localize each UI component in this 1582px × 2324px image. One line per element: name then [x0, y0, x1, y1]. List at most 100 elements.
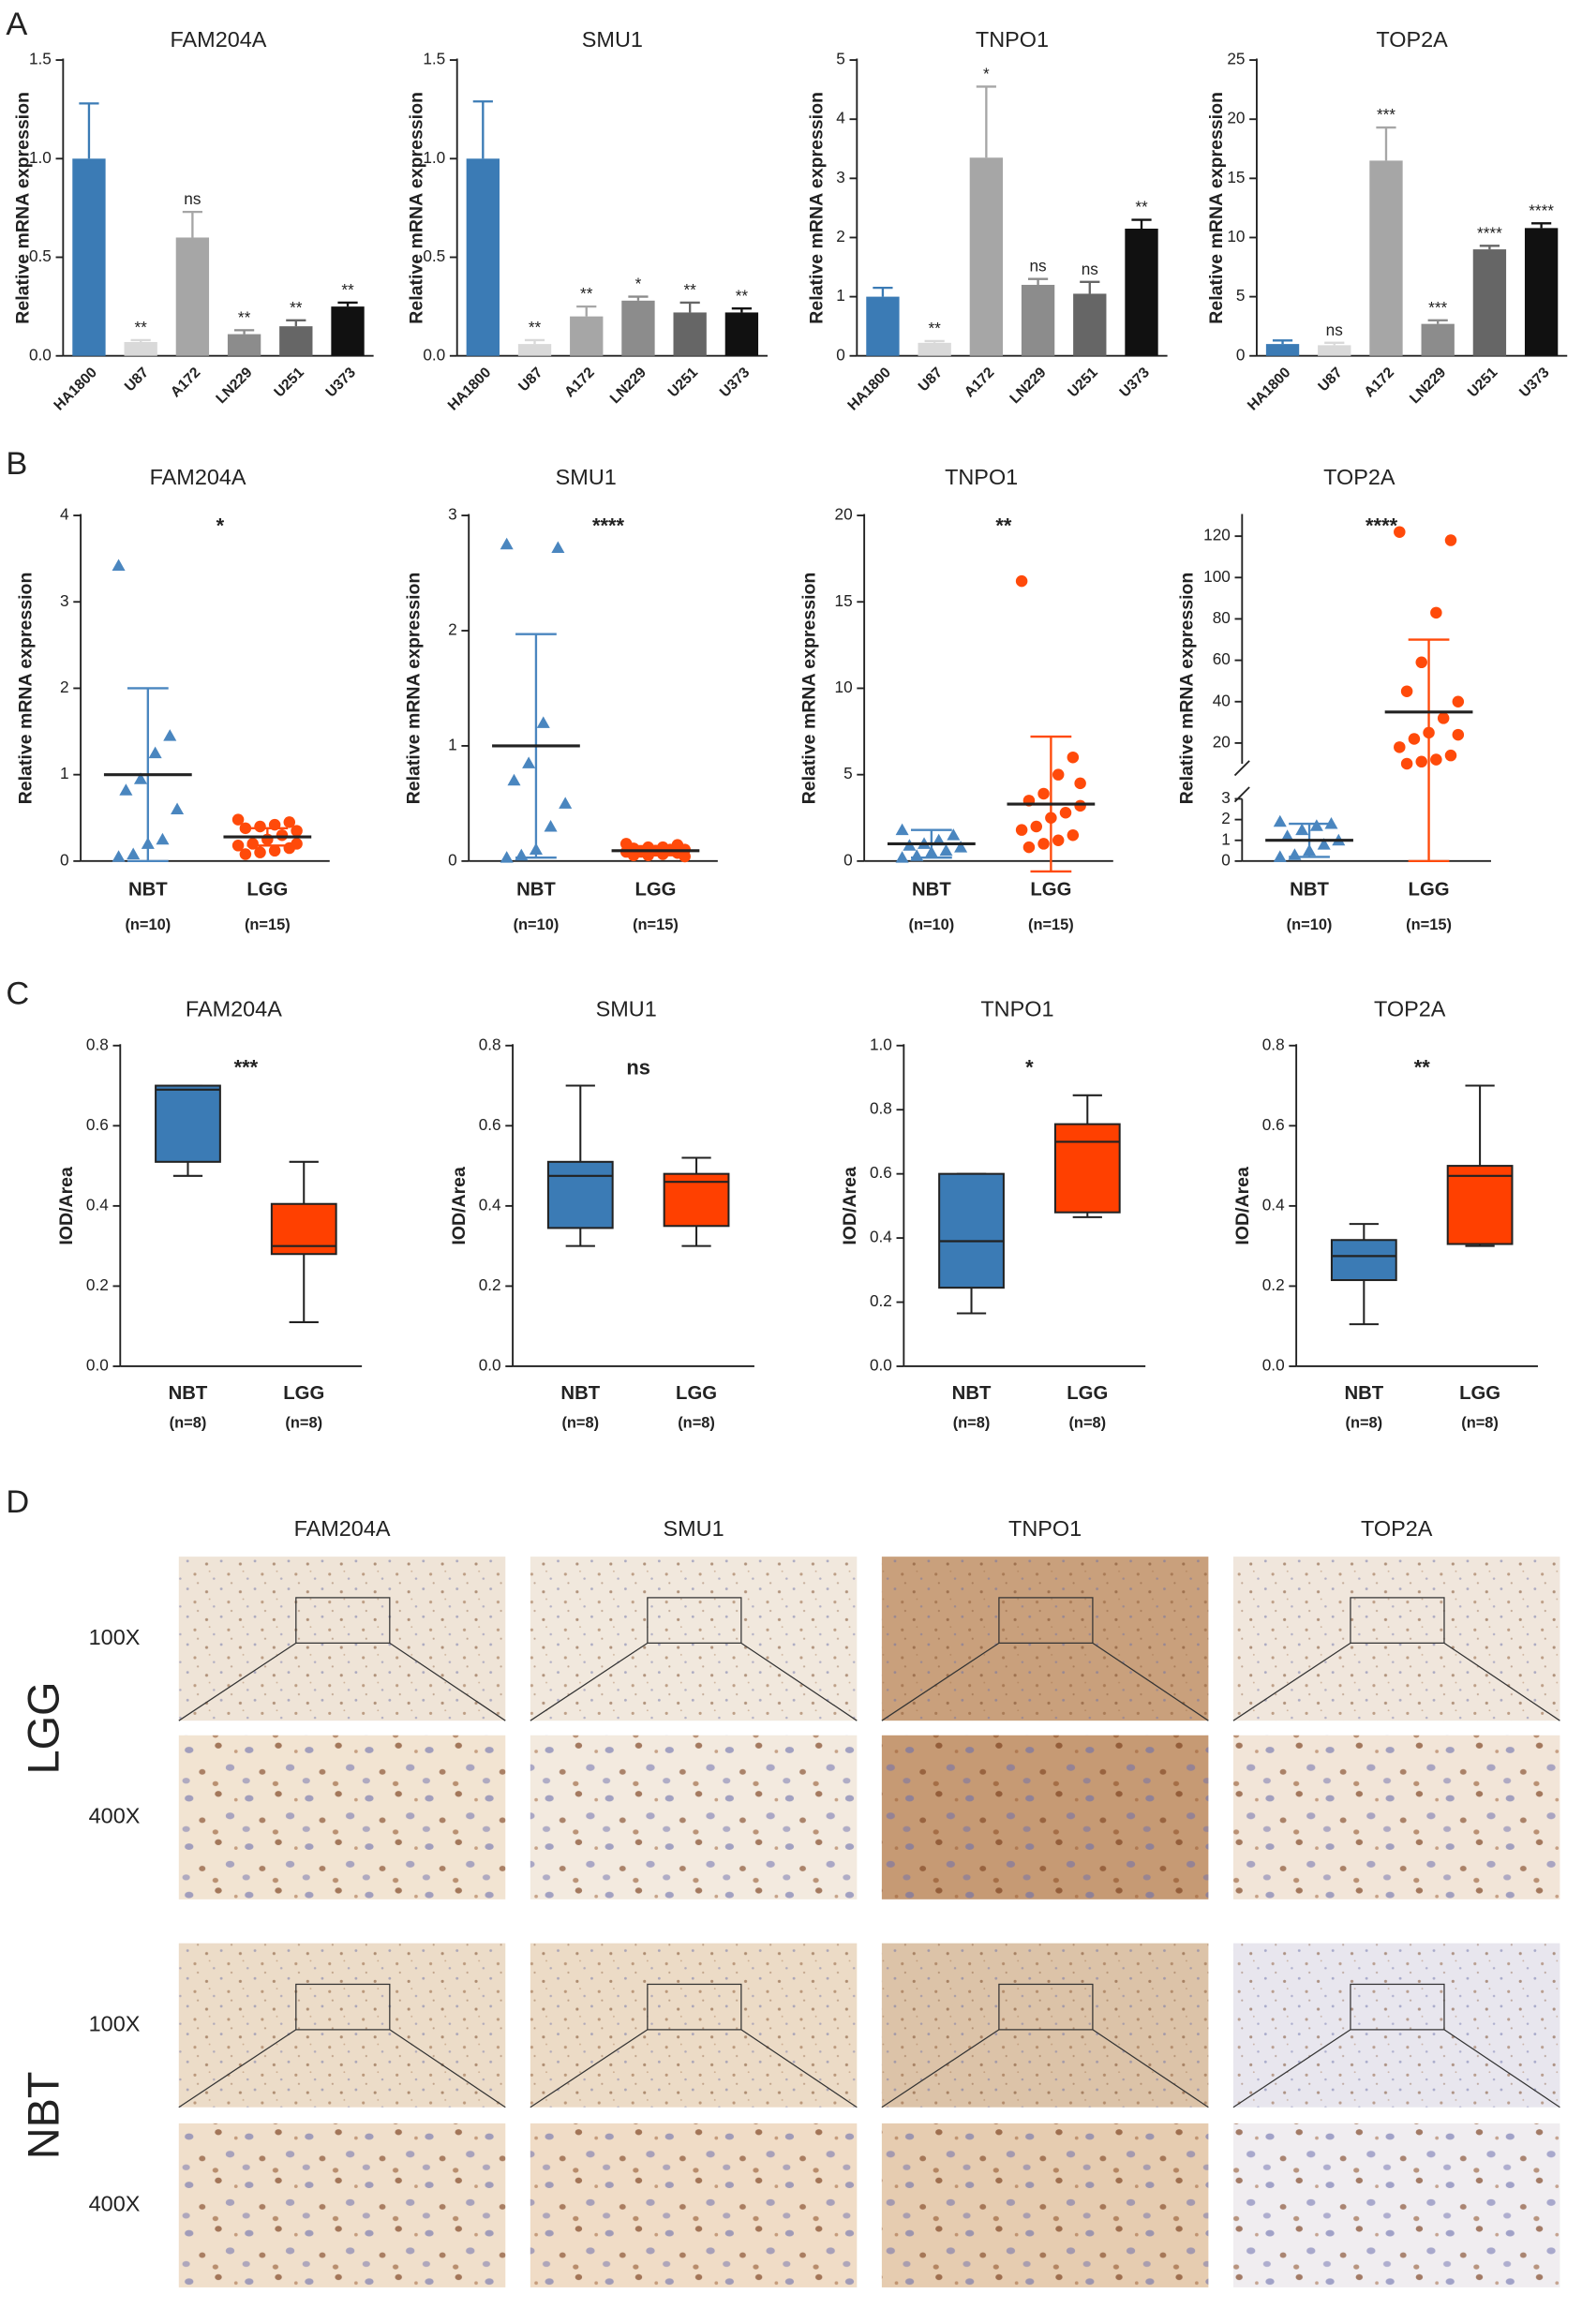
zoom-box: [647, 1597, 742, 1644]
y-tick-label: 0.8: [479, 1035, 501, 1053]
y-tick-label: 0.8: [86, 1035, 109, 1053]
y-axis-label: Relative mRNA expression: [798, 573, 819, 805]
x-tick-label: U251: [1065, 365, 1101, 401]
sample-size: (n=15): [633, 916, 679, 933]
data-point: [112, 850, 126, 862]
y-tick-label: 1: [448, 735, 457, 753]
bar: [72, 158, 106, 356]
x-tick-label: U373: [1117, 365, 1154, 401]
x-tick-label: U251: [665, 365, 702, 401]
y-tick-label: 40: [1213, 691, 1231, 709]
data-point: [119, 783, 133, 796]
y-tick-label: 0.2: [870, 1291, 892, 1310]
data-point: [1452, 695, 1465, 708]
x-tick-label: NBT: [952, 1383, 992, 1404]
y-tick-label: 0.0: [479, 1356, 501, 1375]
box: [1053, 1123, 1121, 1214]
bar: [1421, 323, 1455, 356]
x-tick-label: U373: [323, 365, 360, 401]
data-point: [536, 716, 550, 728]
bar: [124, 342, 157, 356]
x-tick-label: A172: [561, 365, 598, 401]
y-tick-label: 0.0: [29, 345, 52, 364]
x-tick-label: LGG: [246, 879, 288, 900]
x-tick-label: A172: [168, 365, 204, 401]
sample-size: (n=8): [1068, 1414, 1106, 1431]
sample-size: (n=10): [125, 916, 171, 933]
bar: [1318, 345, 1351, 356]
y-tick-label: 2: [60, 678, 69, 696]
y-tick-label: 1.0: [423, 148, 445, 167]
micrograph-texture: [530, 1735, 858, 1899]
significance: ns: [1326, 320, 1343, 339]
bar: [1073, 293, 1107, 356]
y-tick-label: 0.8: [870, 1099, 892, 1118]
y-tick-label: 0.4: [86, 1195, 109, 1214]
data-point: [1052, 768, 1065, 781]
chart-title: SMU1: [596, 996, 657, 1020]
panel-label: B: [6, 446, 27, 482]
significance: **: [580, 284, 593, 303]
micrograph-texture: [1232, 1735, 1560, 1899]
group-label: NBT: [20, 2071, 68, 2159]
y-tick-label: 1.0: [870, 1035, 892, 1053]
significance: ns: [626, 1056, 650, 1080]
zoom-line: [881, 2029, 1000, 2108]
chart-title: SMU1: [556, 465, 617, 489]
data-point: [1015, 824, 1028, 836]
data-point: [148, 746, 162, 759]
micrograph-texture: [881, 2123, 1209, 2287]
x-tick-label: U87: [916, 365, 946, 395]
data-point: [1324, 817, 1338, 829]
data-point: [1067, 751, 1080, 764]
data-point: [954, 841, 968, 853]
y-tick-label: 2: [836, 227, 845, 246]
significance: ***: [234, 1056, 259, 1080]
sample-size: (n=10): [908, 916, 954, 933]
x-tick-label: HA1800: [1245, 365, 1294, 414]
x-tick-label: LGG: [1409, 879, 1450, 900]
chart-title: TOP2A: [1323, 465, 1395, 489]
zoom-line: [1092, 1642, 1209, 1721]
data-point: [276, 828, 289, 842]
zoom-line: [1232, 2029, 1351, 2108]
significance: **: [134, 318, 147, 336]
data-point: [1317, 838, 1331, 850]
sample-size: (n=10): [1287, 916, 1333, 933]
y-tick-label: 2: [1221, 809, 1231, 827]
x-tick-label: LN229: [1407, 365, 1449, 407]
bar: [866, 296, 900, 356]
x-tick-label: NBT: [1344, 1383, 1383, 1404]
significance: **: [736, 286, 749, 305]
y-tick-label: 0.0: [870, 1356, 892, 1375]
x-tick-label: U373: [1516, 365, 1553, 401]
significance: *: [635, 275, 642, 293]
y-tick-label: 0: [1236, 345, 1246, 364]
y-tick-label: 0.2: [1262, 1275, 1285, 1294]
y-tick-label: 0.6: [479, 1115, 501, 1134]
micrograph-texture: [1232, 1943, 1560, 2108]
zoom-box: [998, 1983, 1094, 2031]
data-point: [231, 813, 245, 826]
sample-size: (n=8): [953, 1414, 991, 1431]
data-point: [133, 772, 148, 784]
x-tick-label: NBT: [912, 879, 951, 900]
y-tick-label: 1.5: [423, 50, 445, 68]
panel-label: D: [6, 1484, 29, 1520]
y-tick-label: 3: [1221, 788, 1231, 807]
y-axis-label: IOD/Area: [840, 1167, 860, 1245]
x-tick-label: HA1800: [445, 365, 495, 414]
sample-size: (n=8): [678, 1414, 715, 1431]
data-point: [551, 541, 565, 553]
box: [938, 1172, 1005, 1289]
y-axis-label: IOD/Area: [449, 1167, 470, 1245]
data-point: [1280, 829, 1294, 842]
y-tick-label: 0.6: [870, 1163, 892, 1182]
significance: ns: [1030, 257, 1047, 276]
box: [155, 1084, 221, 1163]
y-tick-label: 100: [1203, 567, 1231, 586]
x-tick-label: U87: [515, 365, 545, 395]
data-point: [939, 843, 953, 857]
x-tick-label: U251: [271, 365, 307, 401]
y-tick-label: 5: [836, 50, 845, 68]
